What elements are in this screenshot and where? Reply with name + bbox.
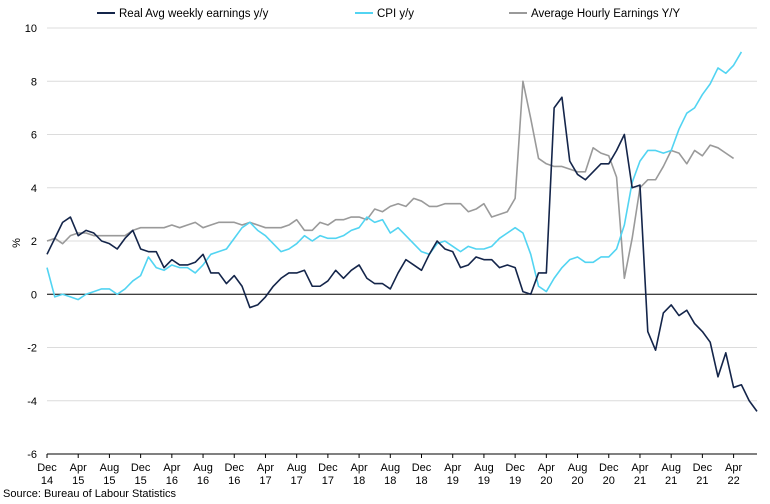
x-tick-label-month: Dec <box>505 462 525 474</box>
x-tick-label-year: 19 <box>509 475 521 487</box>
series-lines <box>46 51 758 412</box>
x-tick-label-month: Apr <box>631 462 648 474</box>
x-tick-label-month: Dec <box>599 462 619 474</box>
x-tick-label-year: 21 <box>634 475 646 487</box>
legend-label: CPI y/y <box>377 8 414 20</box>
x-tick-label-month: Dec <box>37 462 57 474</box>
x-tick-label-year: 15 <box>135 475 147 487</box>
x-tick-label-year: 22 <box>727 475 739 487</box>
x-tick-label-month: Apr <box>257 462 274 474</box>
x-tick-label-year: 18 <box>415 475 427 487</box>
x-tick-label-month: Aug <box>661 462 681 474</box>
x-tick-label-year: 17 <box>291 475 303 487</box>
legend-label: Average Hourly Earnings Y/Y <box>531 8 680 20</box>
x-axis: Dec14Apr15Aug15Dec15Apr16Aug16Dec16Apr17… <box>37 453 757 487</box>
x-tick-label-month: Aug <box>287 462 307 474</box>
x-tick-label-year: 18 <box>353 475 365 487</box>
y-tick-label: 4 <box>31 183 37 195</box>
y-tick-label: -4 <box>27 396 37 408</box>
y-tick-label: 0 <box>31 289 37 301</box>
x-tick-label-month: Aug <box>100 462 120 474</box>
x-tick-label-year: 21 <box>665 475 677 487</box>
series-line <box>46 51 743 301</box>
x-tick-label-year: 16 <box>228 475 240 487</box>
source-note: Source: Bureau of Labour Statistics <box>3 488 177 500</box>
x-tick-label-month: Aug <box>193 462 213 474</box>
x-tick-label-month: Aug <box>568 462 588 474</box>
y-tick-label: 2 <box>31 236 37 248</box>
x-tick-label-month: Apr <box>444 462 461 474</box>
legend: Real Avg weekly earnings y/y CPI y/y Avera… <box>97 8 680 20</box>
x-tick-label-year: 16 <box>166 475 178 487</box>
y-tick-label: -6 <box>27 449 37 461</box>
x-tick-label-month: Dec <box>412 462 432 474</box>
x-tick-label-month: Apr <box>725 462 742 474</box>
series-line <box>46 96 758 412</box>
x-tick-label-month: Apr <box>163 462 180 474</box>
x-tick-label-year: 17 <box>259 475 271 487</box>
x-tick-label-month: Apr <box>538 462 555 474</box>
x-tick-label-year: 18 <box>384 475 396 487</box>
x-tick-label-month: Aug <box>474 462 494 474</box>
x-tick-label-year: 15 <box>72 475 84 487</box>
y-tick-label: 10 <box>25 23 37 35</box>
y-tick-labels: -6 -4 -2 0 2 4 6 8 10 <box>25 23 37 461</box>
x-tick-label-month: Dec <box>693 462 713 474</box>
x-tick-label-month: Dec <box>318 462 338 474</box>
series-line <box>46 80 735 280</box>
x-tick-label-year: 19 <box>478 475 490 487</box>
x-tick-label-year: 20 <box>571 475 583 487</box>
x-tick-label-month: Dec <box>224 462 244 474</box>
y-tick-label: 8 <box>31 76 37 88</box>
x-tick-label-month: Aug <box>381 462 401 474</box>
y-gridlines <box>47 27 757 455</box>
y-tick-label: 6 <box>31 130 37 142</box>
x-tick-label-month: Apr <box>351 462 368 474</box>
x-tick-label-year: 19 <box>447 475 459 487</box>
x-tick-label-year: 15 <box>103 475 115 487</box>
y-tick-label: -2 <box>27 343 37 355</box>
x-tick-label-year: 14 <box>41 475 53 487</box>
legend-label: Real Avg weekly earnings y/y <box>119 8 269 20</box>
x-tick-label-year: 20 <box>540 475 552 487</box>
x-tick-label-month: Apr <box>70 462 87 474</box>
y-axis-label: % <box>11 238 23 248</box>
x-tick-label-year: 17 <box>322 475 334 487</box>
x-tick-label-month: Dec <box>131 462 151 474</box>
x-tick-label-year: 20 <box>603 475 615 487</box>
x-tick-label-year: 21 <box>696 475 708 487</box>
x-tick-label-year: 16 <box>197 475 209 487</box>
